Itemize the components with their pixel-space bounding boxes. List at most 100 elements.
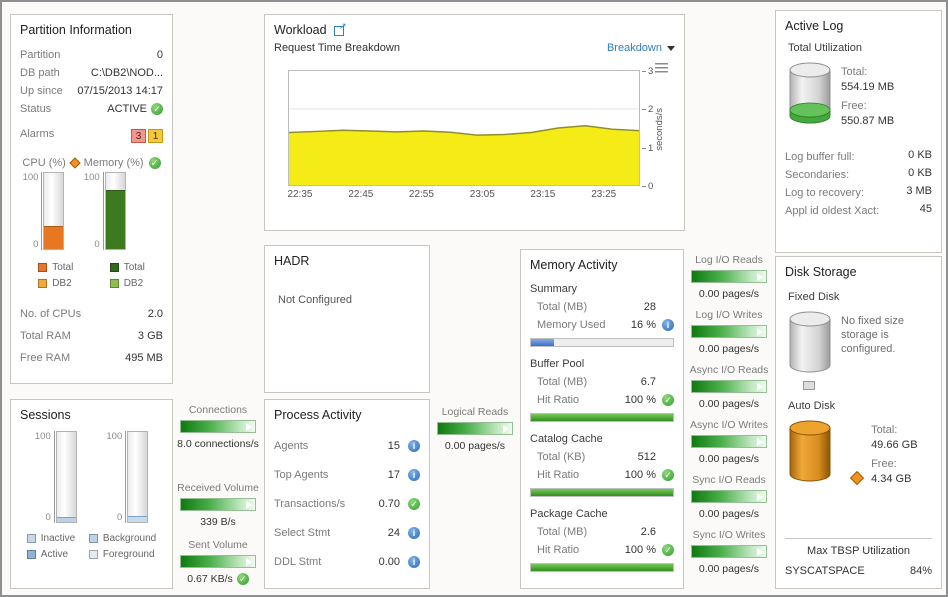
- total-utilization-label: Total Utilization: [788, 42, 862, 54]
- buffer-pool-section: Buffer Pool Total (MB) 6.7 Hit Ratio 100 %: [530, 358, 674, 422]
- info-icon[interactable]: [408, 439, 420, 452]
- meter-label: Log I/O Reads: [695, 254, 763, 266]
- chart-options-icon[interactable]: [655, 63, 668, 73]
- auto-disk-cylinder: [789, 420, 831, 482]
- meter-label: Received Volume: [177, 482, 259, 494]
- legend-item: Inactive: [26, 533, 75, 544]
- meter-value: 0.00 pages/s: [698, 288, 760, 300]
- gauge-axis: 100 0: [22, 172, 43, 250]
- meter-value: 0.00 pages/s: [698, 343, 760, 355]
- legend-swatch: [88, 534, 98, 543]
- auto-disk-label: Auto Disk: [788, 400, 836, 412]
- sync-io-reads-meter[interactable]: Sync I/O Reads 0.00 pages/s: [686, 474, 772, 520]
- cpu-gauge: CPU (%) 100 0: [22, 157, 81, 250]
- legend-label: DB2: [52, 278, 72, 289]
- meter-value: 0.00 pages/s: [444, 440, 506, 452]
- total-ram-row: Total RAM 3 GB: [20, 330, 163, 342]
- meter-label: Sync I/O Writes: [692, 529, 766, 541]
- sessions-right-gauge: 100 0: [106, 431, 149, 523]
- ok-icon: [662, 469, 674, 481]
- status-value: ACTIVE: [107, 103, 147, 115]
- storage-status-icon: [803, 381, 815, 390]
- async-io-writes-meter[interactable]: Async I/O Writes 0.00 pages/s: [686, 419, 772, 465]
- workload-chart[interactable]: 22:35 22:45 22:55 23:05 23:15 23:25: [287, 70, 640, 201]
- log-io-reads-meter[interactable]: Log I/O Reads 0.00 pages/s: [686, 254, 772, 300]
- breakdown-dropdown[interactable]: Breakdown: [607, 42, 675, 54]
- panel-title: Process Activity: [274, 408, 362, 422]
- log-buffer-full-row: Log buffer full: 0 KB: [785, 149, 932, 163]
- status-row: Status ACTIVE: [20, 100, 163, 118]
- cpu-gauge-label: CPU (%): [22, 157, 66, 169]
- area-chart: [289, 108, 639, 185]
- legend-item: DB2: [38, 278, 73, 289]
- legend-item: Active: [26, 549, 75, 560]
- memory-legend: Total DB2: [109, 262, 145, 289]
- field-label: Partition: [20, 49, 61, 61]
- ok-icon: [662, 544, 674, 556]
- partition-row: Partition 0: [20, 46, 163, 64]
- panel-title: Active Log: [785, 19, 844, 33]
- field-value: C:\DB2\NOD...: [90, 67, 163, 79]
- catalog-cache-hit-bar: [530, 488, 674, 497]
- meter-label: Async I/O Reads: [689, 364, 769, 376]
- fixed-disk-label: Fixed Disk: [788, 291, 840, 303]
- info-icon[interactable]: [408, 526, 420, 539]
- transactions-row: Transactions/s 0.70: [274, 489, 420, 518]
- legend-swatch: [38, 279, 48, 288]
- meter-label: Logical Reads: [441, 406, 509, 418]
- meter-value: 0.00 pages/s: [698, 453, 760, 465]
- divider: [785, 538, 932, 539]
- flow-gauge: [180, 498, 256, 511]
- legend-item: Background: [88, 533, 156, 544]
- meter-value: 0.00 pages/s: [698, 563, 760, 575]
- log-io-writes-meter[interactable]: Log I/O Writes 0.00 pages/s: [686, 309, 772, 355]
- package-cache-section: Package Cache Total (MB) 2.6 Hit Ratio 100…: [530, 508, 674, 572]
- tbsp-row: SYSCATSPACE 84%: [785, 565, 932, 577]
- logical-reads-meter[interactable]: Logical Reads 0.00 pages/s: [432, 406, 518, 452]
- db-path-row: DB path C:\DB2\NOD...: [20, 64, 163, 82]
- panel-title: Memory Activity: [530, 258, 618, 272]
- meter-value: 0.67 KB/s: [175, 573, 261, 585]
- chevron-down-icon: [667, 45, 675, 51]
- sessions-left-fill: [56, 516, 76, 522]
- y-axis: 3 2 1 0 seconds/s: [640, 66, 665, 192]
- cpu-legend: Total DB2: [38, 262, 73, 289]
- workload-panel: Workload Request Time Breakdown Breakdow…: [264, 14, 685, 231]
- legend-item: DB2: [109, 278, 145, 289]
- open-in-new-icon[interactable]: [333, 21, 347, 36]
- select-stmt-row: Select Stmt 24: [274, 518, 420, 547]
- flow-gauge: [180, 555, 256, 568]
- buffer-pool-hit-bar: [530, 413, 674, 422]
- warning-diamond-icon: [849, 470, 865, 486]
- alarm-count-error-badge[interactable]: 3: [131, 129, 146, 143]
- flow-gauge: [691, 380, 767, 393]
- legend-label: Active: [40, 549, 69, 560]
- legend-swatch: [26, 550, 36, 559]
- info-icon[interactable]: [408, 555, 420, 568]
- info-icon[interactable]: [662, 319, 674, 331]
- sent-volume-meter[interactable]: Sent Volume 0.67 KB/s: [175, 539, 261, 585]
- memory-gauge: Memory (%) 100 0: [84, 157, 161, 250]
- connections-meter[interactable]: Connections 8.0 connections/s: [175, 404, 261, 450]
- up-since-row: Up since 07/15/2013 14:17: [20, 82, 163, 100]
- cpus-row: No. of CPUs 2.0: [20, 308, 163, 320]
- flow-gauge: [437, 422, 513, 435]
- sync-io-writes-meter[interactable]: Sync I/O Writes 0.00 pages/s: [686, 529, 772, 575]
- legend-label: Foreground: [102, 549, 155, 560]
- log-cylinder-gauge: [789, 62, 831, 124]
- alarm-count-warning-badge[interactable]: 1: [148, 129, 163, 143]
- ok-icon: [236, 573, 249, 585]
- x-axis-labels: 22:35 22:45 22:55 23:05 23:15 23:25: [287, 189, 617, 200]
- legend-item: Foreground: [88, 549, 156, 560]
- flow-gauge: [691, 545, 767, 558]
- flow-gauge: [691, 325, 767, 338]
- ddl-stmt-row: DDL Stmt 0.00: [274, 547, 420, 576]
- package-cache-hit-bar: [530, 563, 674, 572]
- cpu-gauge-fill: [44, 226, 64, 249]
- legend-label: Total: [52, 262, 74, 273]
- field-label: DB path: [20, 67, 60, 79]
- info-icon[interactable]: [408, 468, 420, 481]
- received-volume-meter[interactable]: Received Volume 339 B/s: [175, 482, 261, 528]
- async-io-reads-meter[interactable]: Async I/O Reads 0.00 pages/s: [686, 364, 772, 410]
